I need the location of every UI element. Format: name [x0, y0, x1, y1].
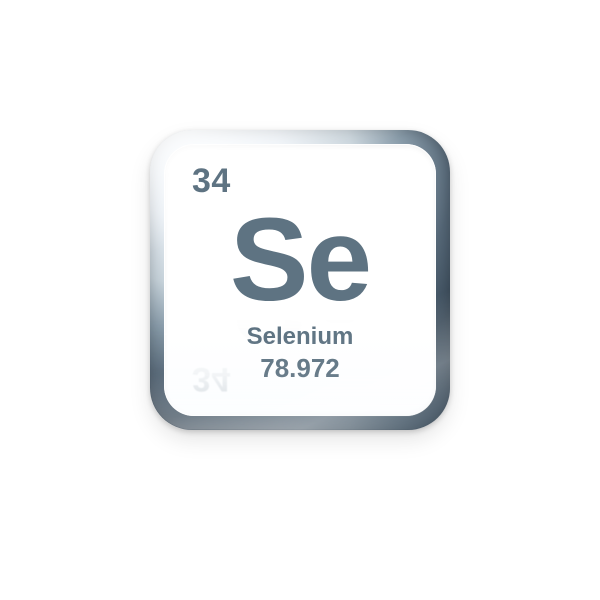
element-symbol: Se: [190, 207, 410, 313]
tile-wrapper: 34 Se Selenium 78.972 34 Se Selenium 78.…: [150, 130, 450, 430]
atomic-mass: 78.972: [190, 353, 410, 384]
tile-frame: 34 Se Selenium 78.972: [150, 130, 450, 430]
element-tile-card: 34 Se Selenium 78.972 34 Se Selenium 78.…: [0, 0, 600, 600]
element-name: Selenium: [190, 323, 410, 351]
atomic-number: 34: [192, 162, 231, 201]
tile-content: 34 Se Selenium 78.972: [164, 144, 436, 416]
